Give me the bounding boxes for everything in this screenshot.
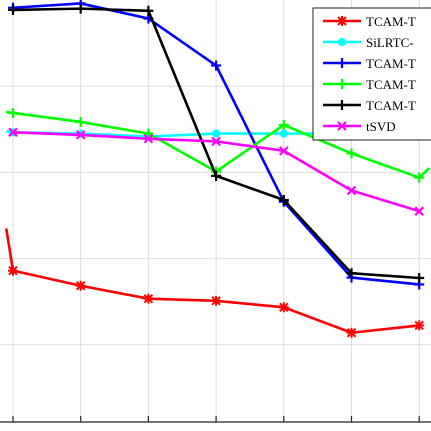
marker-stroke [143, 293, 154, 304]
data-point-marker [278, 119, 289, 130]
data-point-marker [143, 128, 154, 139]
data-point-marker [278, 302, 289, 313]
data-point-marker [75, 3, 86, 14]
data-point-marker [143, 134, 154, 144]
legend-item: TCAM-T [323, 98, 416, 113]
data-point-marker [337, 121, 347, 131]
data-point-marker [143, 5, 154, 16]
data-point-marker [143, 293, 154, 304]
data-point-marker [211, 295, 222, 306]
legend-item: TCAM-T [323, 56, 416, 71]
data-point-marker [337, 37, 347, 47]
data-point-marker [414, 206, 424, 216]
data-point-marker [75, 130, 86, 140]
data-point-marker [8, 265, 18, 276]
legend-label: TCAM-T [366, 56, 416, 71]
legend-label: TCAM-T [366, 14, 416, 29]
data-point-marker [337, 58, 347, 68]
data-point-marker [414, 272, 425, 283]
legend-label: tSVD [366, 119, 396, 134]
data-point-marker [212, 129, 221, 138]
data-point-marker [8, 4, 18, 15]
data-point-marker [211, 170, 222, 181]
data-point-marker [279, 129, 288, 138]
data-point-marker [346, 185, 357, 196]
marker-stroke [337, 16, 347, 26]
series-0 [4, 228, 425, 338]
data-point-marker [337, 100, 347, 110]
marker-stroke [414, 206, 424, 216]
series-group [4, 0, 431, 338]
data-point-marker [346, 268, 357, 279]
data-point-marker [414, 320, 425, 331]
data-point-marker [414, 172, 425, 183]
data-point-marker [211, 60, 222, 71]
data-point-marker [346, 148, 357, 159]
data-point-marker [75, 116, 86, 127]
marker-stroke [279, 302, 289, 313]
data-point-marker [8, 107, 18, 118]
legend-label: TCAM-T [366, 77, 416, 92]
data-point-marker [8, 127, 18, 138]
marker-stroke [211, 136, 221, 147]
legend-item: TCAM-T [323, 77, 416, 92]
legend: TCAM-T SiLRTC- TCAM-T TCAM-T TCAM-T tSVD [312, 7, 431, 141]
legend-label: SiLRTC- [366, 35, 414, 50]
data-point-marker [278, 194, 289, 205]
data-point-marker [346, 327, 357, 338]
marker-stroke [75, 281, 86, 291]
legend-box [312, 7, 431, 141]
marker-stroke [414, 320, 424, 331]
data-point-marker [211, 136, 221, 147]
marker-stroke [8, 127, 18, 138]
marker-stroke [346, 328, 357, 338]
series-5 [8, 127, 424, 216]
legend-item: TCAM-T [323, 14, 416, 29]
data-point-marker [75, 280, 86, 291]
marker-stroke [75, 130, 86, 140]
marker-stroke [8, 265, 18, 276]
marker-stroke [143, 134, 154, 144]
legend-item: SiLRTC- [323, 35, 414, 50]
marker-stroke [279, 146, 289, 156]
data-point-marker [279, 146, 289, 156]
data-point-marker [337, 79, 347, 89]
marker-stroke [337, 121, 347, 131]
legend-label: TCAM-T [366, 98, 416, 113]
series-line [4, 228, 420, 335]
axis [0, 416, 431, 423]
legend-item: tSVD [323, 119, 396, 134]
marker-stroke [346, 185, 357, 196]
marker-stroke [211, 296, 221, 306]
data-point-marker [337, 16, 347, 26]
series-4 [8, 3, 425, 283]
